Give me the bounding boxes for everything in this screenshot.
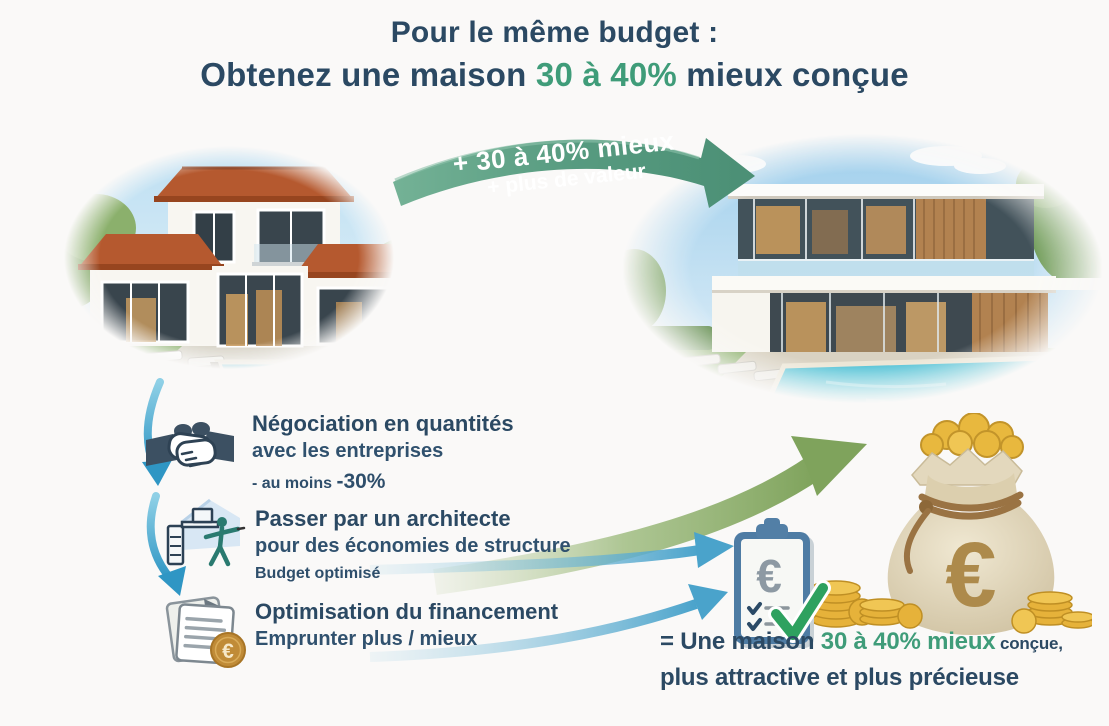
step-2-note: Budget optimisé: [255, 565, 381, 582]
title-highlight: 30 à 40%: [535, 56, 677, 93]
page-title-line1: Pour le même budget :: [390, 16, 719, 49]
step-1-note-strong: -30%: [336, 470, 386, 493]
result-part2: conçue,: [995, 634, 1063, 653]
title-part1: Obtenez une maison: [200, 56, 536, 93]
coin-euro-symbol: €: [222, 640, 234, 663]
step-2: Passer par un architecte pour des économ…: [255, 505, 615, 583]
clipboard-euro-symbol: €: [756, 550, 782, 602]
result-line2: plus attractive et plus précieuse: [660, 664, 1019, 691]
step-1-subtitle: avec les entreprises: [252, 440, 444, 462]
result-highlight: 30 à 40% mieux: [820, 628, 996, 655]
document-euro-icon: €: [158, 592, 252, 677]
step-1-title: Négociation en quantités: [252, 411, 514, 436]
handshake-icon: [146, 418, 234, 489]
title-part2: mieux conçue: [676, 56, 909, 93]
step-2-title: Passer par un architecte: [255, 506, 511, 531]
result-statement: = Une maison 30 à 40% mieux conçue, plus…: [660, 625, 1109, 695]
step-3: Optimisation du financement Emprunter pl…: [255, 598, 615, 652]
result-part1: = Une maison: [660, 628, 821, 655]
bag-euro-symbol: €: [945, 524, 996, 626]
step-1: Négociation en quantités avec les entrep…: [252, 410, 582, 494]
banner-arrow: [385, 118, 763, 230]
step-1-note-prefix: - au moins: [252, 475, 337, 492]
architect-icon: [162, 492, 248, 579]
growth-arrow: [433, 436, 867, 595]
step-1-note: - au moins -30%: [252, 470, 582, 494]
traditional-house-photo: [0, 110, 468, 424]
step-3-subtitle: Emprunter plus / mieux: [255, 628, 478, 650]
clipboard-check-icon: €: [726, 518, 836, 657]
step-3-title: Optimisation du financement: [255, 599, 559, 624]
blue-pointer-arrows: [369, 532, 734, 662]
step-2-subtitle: pour des économies de structure: [255, 535, 571, 557]
money-bag-icon: €: [852, 412, 1095, 640]
page-title-line2: Obtenez une maison 30 à 40% mieux conçue: [0, 56, 1109, 94]
